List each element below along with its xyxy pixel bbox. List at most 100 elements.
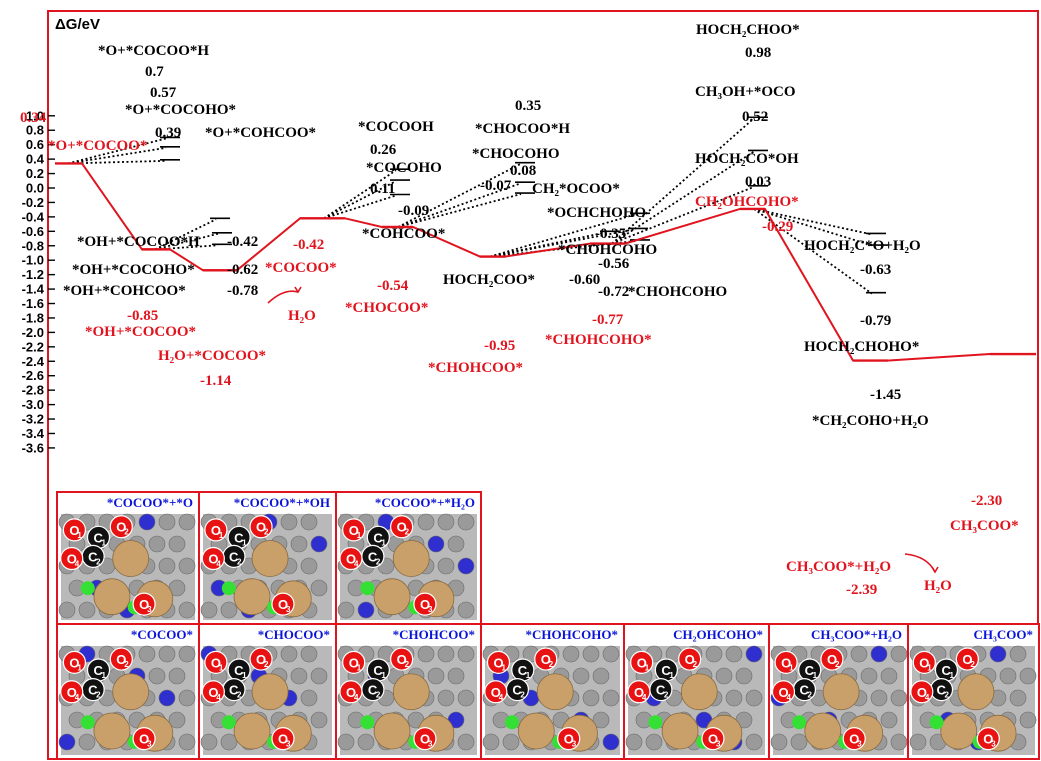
atom-label: O (420, 732, 430, 747)
surface-atom (78, 733, 96, 751)
atom-label: O (349, 655, 359, 670)
oxygen-atom (842, 727, 866, 751)
branch-level-value: -0.07 (480, 178, 512, 194)
atom-label: O (778, 685, 788, 700)
atom-index: 2 (405, 528, 410, 537)
atom-index: 2 (945, 691, 950, 700)
main-level-name: *OH+*COCOO* (85, 324, 196, 340)
atom-index: 3 (147, 740, 152, 749)
atom-index: 2 (96, 691, 101, 700)
atom-label: C (368, 549, 378, 564)
y-tick-label: -1.4 (22, 282, 45, 297)
n-atom (427, 535, 445, 553)
main-level-value: -1.14 (200, 373, 232, 389)
surface-atom (437, 557, 455, 575)
surface-atom (582, 689, 600, 707)
y-tick-label: -2.6 (22, 368, 44, 383)
atom-index: 1 (813, 671, 818, 680)
main-level-name: *O+*COCOO* (48, 138, 147, 154)
atom-label: O (917, 685, 927, 700)
atom-index: 3 (857, 740, 862, 749)
n-atom (457, 557, 475, 575)
surface-atom (280, 645, 298, 663)
atom-label: C (518, 663, 528, 678)
branch-level-value: -0.09 (398, 203, 429, 219)
surface-atom (592, 711, 610, 729)
oxygen-atom (62, 518, 87, 542)
atom-label: O (983, 732, 993, 747)
main-level-value: -0.29 (762, 219, 793, 235)
h2o-release-arrow (904, 553, 936, 573)
branch-connector (67, 146, 167, 165)
y-tick-label: -3.2 (22, 412, 44, 427)
h-atom (80, 715, 95, 730)
structure-panels: O1O2C1C2O3O4*COCOO*+*OO1O2C1C2O3O4*COCOO… (56, 491, 1040, 760)
atom-index: 2 (664, 691, 669, 700)
atom-label: O (67, 685, 77, 700)
atom-label: O (827, 652, 837, 667)
atom-index: 2 (807, 691, 812, 700)
branch-level-value: -1.45 (870, 387, 901, 403)
atom-label: O (564, 732, 574, 747)
y-tick-label: -1.6 (22, 296, 44, 311)
atom-label: C (234, 663, 244, 678)
cu-atom (517, 712, 555, 750)
y-tick-label: -0.2 (22, 195, 44, 210)
surface-atom (417, 645, 435, 663)
n-atom (357, 601, 375, 619)
cu-atom (112, 673, 150, 711)
surface-atom (582, 645, 600, 663)
branch-connector (323, 194, 397, 220)
branch-level-name: *O+*COHCOO* (205, 125, 316, 141)
oxygen-atom (249, 647, 273, 671)
oxygen-atom (62, 650, 87, 674)
h-atom (792, 715, 807, 730)
branch-level-value: -0.62 (227, 262, 258, 278)
atom-index: 1 (77, 663, 82, 672)
surface-atom (572, 667, 590, 685)
oxygen-atom (60, 546, 84, 571)
oxygen-atom (109, 647, 133, 671)
atom-label: C (799, 683, 809, 698)
atom-index: 3 (286, 605, 291, 614)
oxygen-atom (976, 727, 1000, 751)
atom-label: C (229, 549, 239, 564)
surface-atom (337, 601, 355, 619)
branch-connector (611, 117, 755, 245)
surface-atom (437, 689, 455, 707)
branch-connector (753, 208, 875, 247)
y-tick-label: 0.8 (26, 123, 44, 138)
branch-level-value: -0.42 (227, 234, 258, 250)
branch-level-name: *O+*COCOO*H (98, 43, 209, 59)
main-level-name: *CHOCOO* (345, 300, 428, 316)
y-axis-title: ΔG/eV (55, 16, 100, 33)
cu-atom (940, 712, 978, 750)
surface-atom (178, 557, 196, 575)
main-level-name: H₂O+*COCOO* (158, 348, 266, 364)
main-level-name: CH₂OHCOHO* (695, 194, 799, 210)
h-atom (221, 581, 236, 596)
atom-label: O (637, 655, 647, 670)
n-atom (158, 689, 176, 707)
atom-index: 1 (526, 671, 531, 680)
surface-atom (725, 689, 743, 707)
branch-level-name: *CHOCOO*H (475, 121, 570, 137)
atom-label: O (397, 520, 407, 535)
oxygen-atom (132, 592, 156, 616)
surface-atom (850, 645, 868, 663)
surface-atom (220, 601, 238, 619)
cu-atom (392, 540, 430, 577)
y-tick-label: -0.8 (22, 238, 44, 253)
atom-label: C (94, 663, 104, 678)
y-tick-label: -2.4 (22, 354, 45, 369)
atom-label: O (781, 655, 791, 670)
h2o-release-label: H₂O (924, 578, 952, 594)
cu-atom (93, 712, 131, 750)
atom-index: 3 (991, 740, 996, 749)
atom-label: O (397, 652, 407, 667)
y-axis: 1.00.80.60.40.20.0-0.2-0.4-0.6-0.8-1.0-1… (22, 108, 55, 455)
atom-index: 1 (789, 663, 794, 672)
atom-index: 4 (642, 693, 647, 702)
oxygen-atom (820, 647, 844, 671)
oxygen-atom (249, 515, 273, 539)
